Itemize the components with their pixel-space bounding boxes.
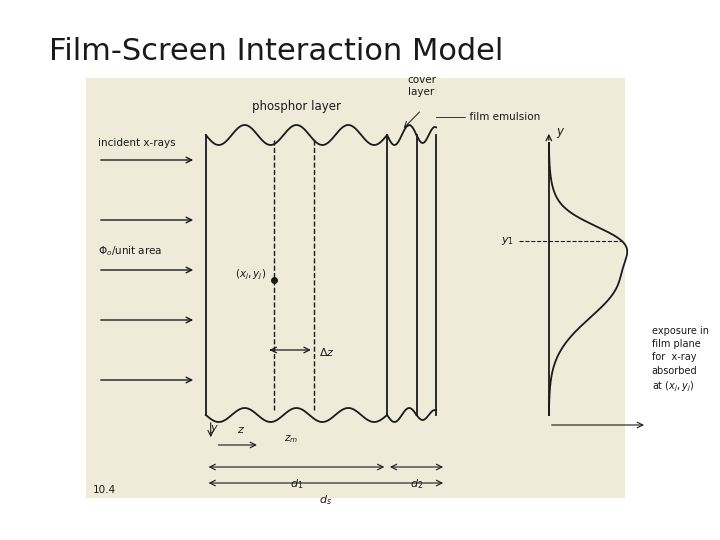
Text: y: y <box>557 125 564 138</box>
Text: $\Phi_o$/unit area: $\Phi_o$/unit area <box>98 244 163 258</box>
Text: $z_m$: $z_m$ <box>284 433 298 445</box>
Text: – film emulsion: – film emulsion <box>461 112 540 122</box>
Text: z: z <box>237 425 243 435</box>
Text: $d_1$: $d_1$ <box>290 477 303 491</box>
Text: $(x_j, y_j)$: $(x_j, y_j)$ <box>235 268 266 282</box>
Text: $d_s$: $d_s$ <box>320 493 333 507</box>
Text: $d_2$: $d_2$ <box>410 477 423 491</box>
Text: $\Delta z$: $\Delta z$ <box>318 346 334 358</box>
Text: 10.4: 10.4 <box>93 485 116 495</box>
Text: $y_1$: $y_1$ <box>501 235 515 247</box>
Text: y: y <box>211 423 217 433</box>
Text: Film-Screen Interaction Model: Film-Screen Interaction Model <box>49 37 503 66</box>
Text: phosphor layer: phosphor layer <box>252 100 341 113</box>
Text: incident x-rays: incident x-rays <box>98 138 176 148</box>
Text: exposure in
film plane
for  x-ray
absorbed
at $(x_j,y_j)$: exposure in film plane for x-ray absorbe… <box>652 326 708 394</box>
Text: cover
layer: cover layer <box>407 76 436 97</box>
FancyBboxPatch shape <box>86 78 625 498</box>
